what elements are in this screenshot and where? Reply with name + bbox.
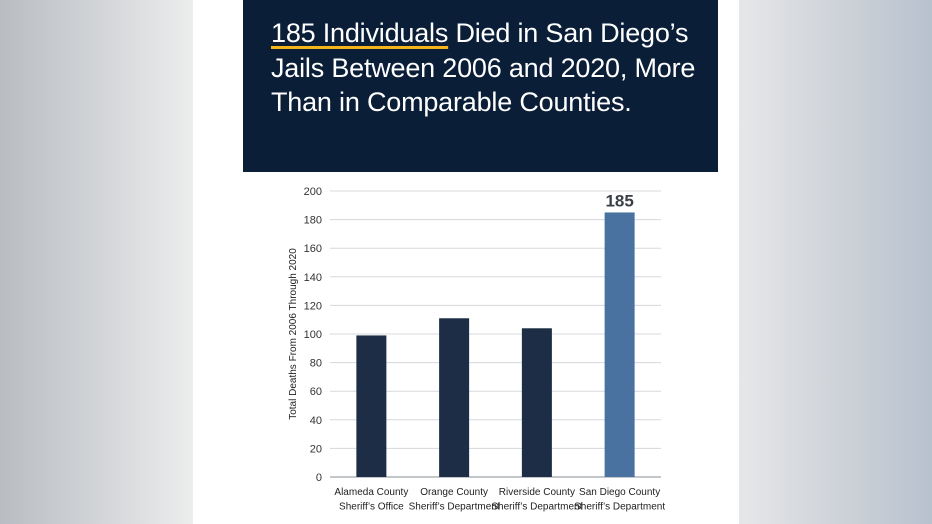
y-tick-label: 160 <box>304 243 322 255</box>
x-tick-label: San Diego County <box>579 487 660 498</box>
y-tick-label: 40 <box>310 415 322 427</box>
infographic-card: 185 Individuals Died in San Diego’s Jail… <box>193 0 739 524</box>
y-tick-label: 180 <box>304 215 322 227</box>
headline-title: 185 Individuals Died in San Diego’s Jail… <box>271 16 711 120</box>
y-tick-label: 120 <box>304 300 322 312</box>
bar-value-label: 185 <box>605 191 633 210</box>
x-tick-label: Sheriff’s Department <box>491 502 582 513</box>
x-tick-label: Sheriff’s Office <box>339 502 404 513</box>
x-tick-label: Alameda County <box>334 487 408 498</box>
y-tick-label: 60 <box>310 386 322 398</box>
headline-banner: 185 Individuals Died in San Diego’s Jail… <box>243 0 718 172</box>
headline-text: Died in San Diego’s Jails Between 2006 a… <box>271 18 696 117</box>
background-left <box>0 0 193 524</box>
bar-chart: 0 20 40 60 80 100 120 140 160 180 200 Total Deaths … <box>288 186 665 513</box>
x-tick-label: Riverside County <box>499 487 575 498</box>
x-tick-label: Orange County <box>420 487 488 498</box>
x-tick-label: Sheriff’s Department <box>574 502 665 513</box>
y-tick-label: 100 <box>304 329 322 341</box>
bar <box>439 318 470 477</box>
bar <box>604 212 635 477</box>
y-tick-label: 200 <box>304 186 322 198</box>
bar <box>521 328 552 477</box>
y-axis-label: Total Deaths From 2006 Through 2020 <box>288 248 299 420</box>
y-tick-label: 20 <box>310 443 322 455</box>
background-right <box>739 0 932 524</box>
y-tick-label: 80 <box>310 358 322 370</box>
x-tick-label: Sheriff’s Department <box>409 502 500 513</box>
bar <box>356 335 387 477</box>
y-tick-label: 140 <box>304 272 322 284</box>
headline-highlight: 185 Individuals <box>271 18 449 48</box>
y-tick-label: 0 <box>316 472 322 484</box>
